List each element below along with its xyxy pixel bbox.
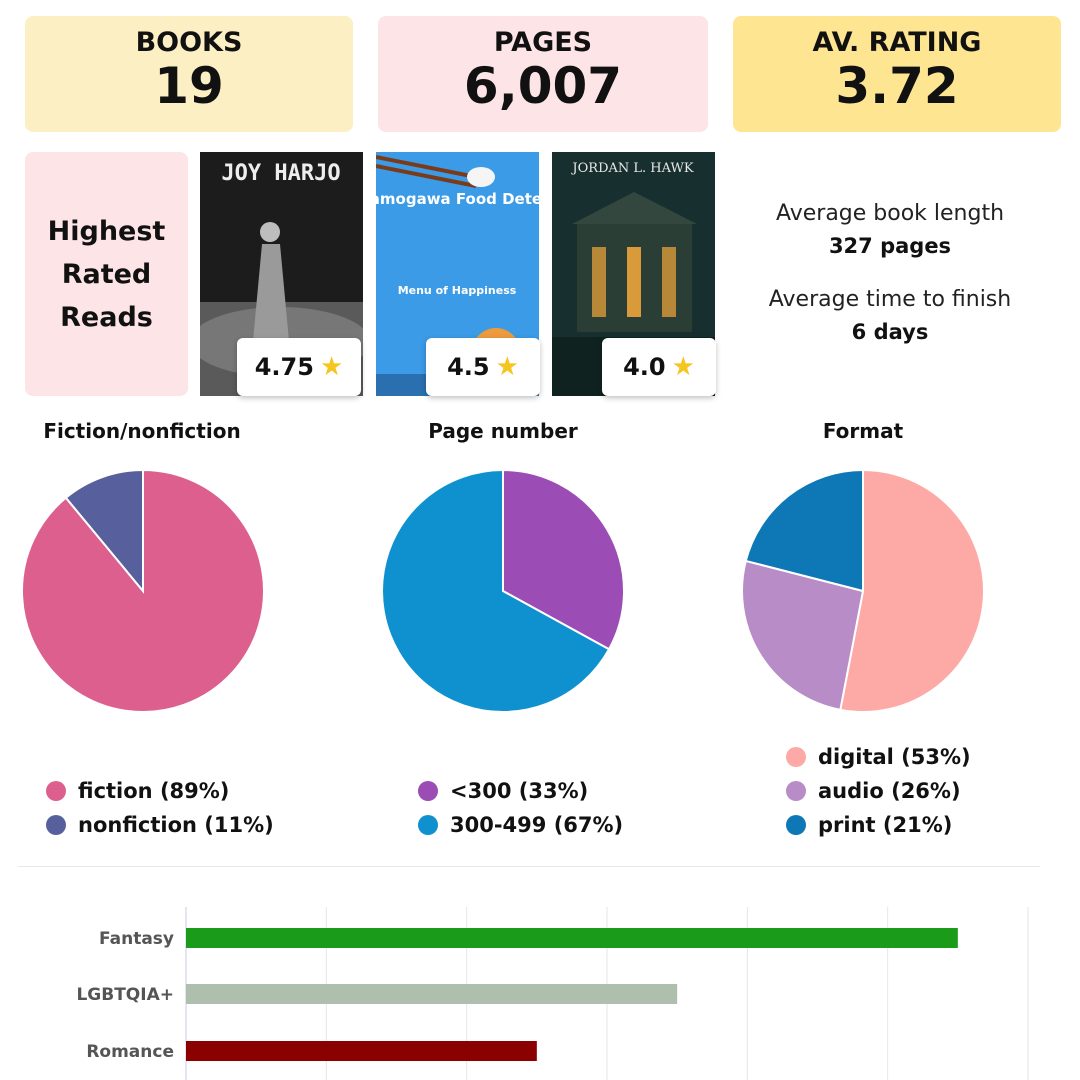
average-length-label: Average book length	[775, 201, 1005, 226]
book-2-rating: 4.5	[447, 353, 490, 381]
pie-slice-0	[839, 468, 985, 713]
legend-item: <300 (33%)	[418, 774, 623, 808]
legend-swatch	[418, 781, 438, 801]
legend-swatch	[786, 815, 806, 835]
average-time-block: Average time to finish 6 days	[740, 285, 1040, 349]
average-length-value: 327 pages	[828, 234, 952, 258]
pie-slice-1	[381, 468, 611, 713]
book-2-rating-badge: 4.5 ★	[426, 338, 540, 396]
legend-swatch	[786, 747, 806, 767]
legend-item: audio (26%)	[786, 774, 971, 808]
pie-2-title: Page number	[428, 419, 578, 443]
bar-lgbtqia-	[186, 984, 678, 1004]
legend-label: fiction (89%)	[78, 779, 230, 803]
pages-label: PAGES	[493, 27, 593, 58]
book-3-rating: 4.0	[623, 353, 666, 381]
rating-label: AV. RATING	[812, 27, 982, 58]
highest-rated-line-3: Reads	[60, 301, 153, 333]
pie-chart-page-number	[381, 468, 625, 713]
book-cover-2-title: The Kamogawa Food Detectives	[376, 190, 539, 208]
pie-slice-2	[744, 468, 864, 593]
legend-label: nonfiction (11%)	[78, 813, 274, 837]
pie-slice-0	[502, 468, 625, 651]
svg-text:The Kamogawa Food Detectives: The Kamogawa Food Detectives	[376, 190, 539, 208]
bar-category-label: LGBTQIA+	[76, 985, 174, 1005]
books-stat-card: BOOKS 19	[25, 16, 353, 132]
star-icon: ★	[671, 352, 695, 382]
pie-slice-1	[64, 468, 144, 594]
legend-item: nonfiction (11%)	[46, 808, 274, 842]
bar-romance	[186, 1041, 537, 1061]
legend-label: digital (53%)	[818, 745, 971, 769]
pie-3-title: Format	[822, 419, 904, 443]
legend-item: digital (53%)	[786, 740, 971, 774]
average-time-label: Average time to finish	[768, 287, 1012, 312]
book-3-rating-badge: 4.0 ★	[602, 338, 716, 396]
rating-stat-card: AV. RATING 3.72	[733, 16, 1061, 132]
legend-swatch	[46, 815, 66, 835]
legend-label: print (21%)	[818, 813, 953, 837]
book-cover-3-author: JORDAN L. HAWK	[570, 161, 693, 176]
pie-2-legend: <300 (33%) 300-499 (67%)	[418, 774, 623, 842]
section-divider	[18, 866, 1040, 867]
legend-swatch	[418, 815, 438, 835]
pages-stat-card: PAGES 6,007	[378, 16, 708, 132]
pie-3-legend: digital (53%) audio (26%) print (21%)	[786, 740, 971, 842]
legend-item: 300-499 (67%)	[418, 808, 623, 842]
average-length-block: Average book length 327 pages	[740, 199, 1040, 263]
highest-rated-line-2: Rated	[61, 258, 152, 290]
pie-slice-1	[741, 559, 865, 712]
legend-swatch	[46, 781, 66, 801]
book-cover-1-author: JOY HARJO	[221, 161, 340, 186]
legend-label: audio (26%)	[818, 779, 961, 803]
star-icon: ★	[319, 352, 344, 382]
bar-category-label: Fantasy	[99, 929, 174, 949]
pie-chart-format	[741, 468, 985, 713]
book-1-rating: 4.75	[254, 353, 314, 381]
books-value: 19	[154, 57, 224, 115]
star-icon: ★	[495, 352, 519, 382]
bar-category-label: Romance	[86, 1042, 174, 1062]
pie-1-legend: fiction (89%) nonfiction (11%)	[46, 774, 274, 842]
highest-rated-card: Highest Rated Reads	[25, 152, 188, 396]
pages-value: 6,007	[463, 57, 623, 115]
pie-chart-fiction-nonfiction	[21, 468, 265, 713]
book-cover-2-subtitle: Menu of Happiness	[398, 284, 517, 297]
highest-rated-line-1: Highest	[47, 215, 166, 247]
legend-label: <300 (33%)	[450, 779, 589, 803]
books-label: BOOKS	[135, 27, 243, 58]
genre-bar-chart: Fantasy LGBTQIA+ Romance	[76, 907, 1029, 1080]
legend-item: print (21%)	[786, 808, 971, 842]
bar-fantasy	[186, 928, 958, 948]
average-time-value: 6 days	[851, 320, 929, 344]
rating-value: 3.72	[835, 57, 959, 115]
pie-1-title: Fiction/nonfiction	[43, 419, 241, 443]
legend-label: 300-499 (67%)	[450, 813, 624, 837]
legend-swatch	[786, 781, 806, 801]
book-1-rating-badge: 4.75 ★	[237, 338, 361, 396]
legend-item: fiction (89%)	[46, 774, 274, 808]
